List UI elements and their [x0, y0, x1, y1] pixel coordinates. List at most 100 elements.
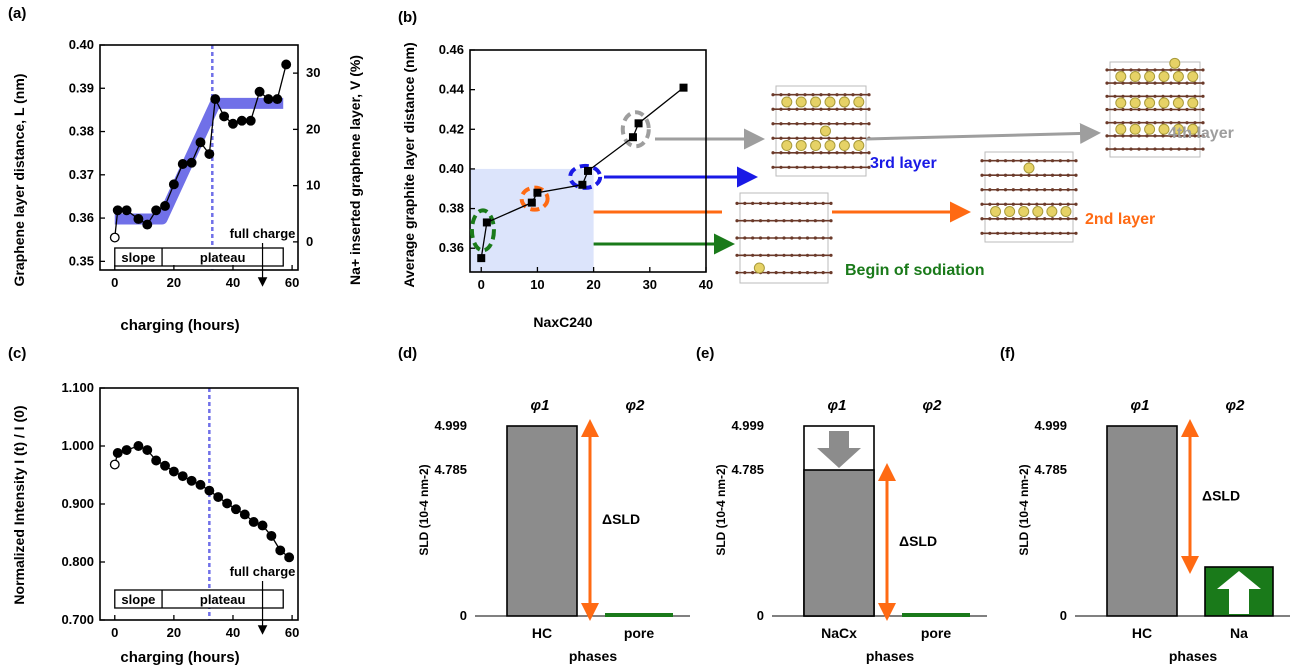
- data-point-c: [109, 459, 120, 470]
- tick-label-a-x: 20: [167, 275, 181, 290]
- carbon-atom: [1185, 121, 1189, 125]
- carbon-atom: [867, 151, 871, 155]
- carbon-atom: [1193, 81, 1197, 85]
- sodium-atom: [1144, 71, 1156, 83]
- full-charge-label-a: full charge: [230, 226, 296, 241]
- carbon-atom: [835, 122, 839, 126]
- carbon-atom: [787, 107, 791, 111]
- carbon-atom: [1193, 121, 1197, 125]
- sodium-atom: [1187, 71, 1199, 83]
- carbon-atom: [782, 271, 786, 275]
- carbon-atom: [859, 165, 863, 169]
- tick-label-b-y: 0.38: [439, 201, 464, 216]
- carbon-atom: [743, 271, 747, 275]
- carbon-atom: [819, 151, 823, 155]
- carbon-atom: [1121, 94, 1125, 98]
- carbon-atom: [774, 219, 778, 223]
- carbon-atom: [790, 219, 794, 223]
- carbon-atom: [1145, 147, 1149, 151]
- carbon-atom: [1169, 107, 1173, 112]
- carbon-atom: [758, 219, 763, 223]
- phi1-label-pf: φ1: [1131, 397, 1150, 414]
- carbon-atom: [835, 136, 839, 140]
- tick-label-b-y: 0.44: [439, 82, 465, 97]
- bar-pe-NaCx: [803, 469, 875, 617]
- phi1-label-pe: φ1: [828, 397, 847, 414]
- data-point-c: [248, 517, 259, 527]
- carbon-atom: [787, 93, 791, 97]
- data-point-b: [482, 218, 491, 227]
- sodium-atom: [1023, 162, 1035, 174]
- carbon-atom: [743, 236, 747, 240]
- carbon-atom: [1035, 173, 1039, 177]
- carbon-atom: [771, 122, 775, 126]
- carbon-atom: [811, 122, 815, 126]
- carbon-atom: [1137, 134, 1141, 138]
- carbon-atom: [1074, 173, 1078, 177]
- category-label-pe: pore: [921, 625, 952, 641]
- label-4th-layer: 4th layer: [1168, 125, 1234, 142]
- carbon-atom: [1201, 147, 1205, 151]
- carbon-atom: [1161, 94, 1165, 98]
- carbon-atom: [795, 93, 799, 97]
- tick-label-a-y: 0.35: [69, 253, 94, 268]
- carbon-atom: [1185, 147, 1189, 151]
- tick-label-a-x: 60: [285, 275, 299, 290]
- carbon-atom: [1177, 134, 1181, 138]
- tick-label-pf-y: 4.999: [1034, 418, 1067, 433]
- carbon-atom: [1019, 173, 1023, 177]
- carbon-atom: [827, 122, 831, 126]
- carbon-atom: [805, 219, 810, 223]
- carbon-atom: [811, 107, 815, 111]
- carbon-atom: [1145, 134, 1149, 138]
- sodium-atom: [853, 96, 865, 108]
- carbon-atom: [743, 201, 747, 205]
- carbon-atom: [859, 122, 863, 126]
- sodium-atom: [795, 140, 807, 152]
- tick-label-a-y: 0.38: [69, 124, 94, 139]
- data-point-a: [142, 219, 153, 230]
- carbon-atom: [851, 136, 855, 140]
- carbon-atom: [829, 271, 833, 275]
- carbon-atom: [988, 188, 992, 192]
- carbon-atom: [821, 271, 825, 275]
- carbon-atom: [1201, 121, 1205, 125]
- structure-2nd-layer: [980, 151, 1078, 243]
- panel-c: Normalized Intensity I (t) / I (0) charg…: [11, 380, 299, 666]
- carbon-atom: [1050, 217, 1055, 221]
- carbon-atom: [1145, 81, 1149, 85]
- carbon-atom: [1043, 217, 1047, 221]
- tick-label-b-y: 0.40: [439, 161, 464, 176]
- tick-label-b-x: 0: [478, 277, 485, 292]
- carbon-atom: [1043, 231, 1047, 235]
- carbon-atom: [1193, 134, 1197, 138]
- carbon-atom: [859, 93, 863, 97]
- data-point-a: [160, 201, 170, 211]
- panel-label-b: (b): [398, 9, 417, 26]
- tick-label-pf-y: 0: [1060, 608, 1067, 623]
- carbon-atom: [798, 271, 802, 275]
- carbon-atom: [1074, 188, 1078, 192]
- data-point-c: [112, 448, 123, 458]
- carbon-atom: [859, 151, 863, 155]
- carbon-atom: [1153, 134, 1157, 138]
- carbon-atom: [996, 217, 1000, 221]
- carbon-atom: [1161, 68, 1165, 72]
- carbon-atom: [1161, 121, 1165, 125]
- cluster-ellipse-green: [469, 208, 496, 253]
- data-point-a: [236, 115, 247, 126]
- carbon-atom: [779, 165, 783, 169]
- tick-label-a-y2: 10: [306, 178, 320, 193]
- data-point-c: [195, 479, 206, 490]
- carbon-atom: [795, 165, 799, 169]
- carbon-atom: [827, 136, 831, 140]
- axis-label-a-x: charging (hours): [120, 317, 239, 334]
- carbon-atom: [996, 173, 1000, 177]
- carbon-atom: [1105, 107, 1109, 112]
- carbon-atom: [811, 151, 815, 155]
- carbon-atom: [813, 271, 817, 275]
- data-point-a: [133, 213, 144, 224]
- delta-sld-label-pd: ΔSLD: [602, 511, 640, 527]
- axis-label-pf-y: SLD (10-4 nm-2): [1017, 464, 1031, 555]
- panel-d: SLD (10-4 nm-2) 0 4.785 4.999 φ1 φ2 ΔSLD HC pore…: [417, 397, 690, 664]
